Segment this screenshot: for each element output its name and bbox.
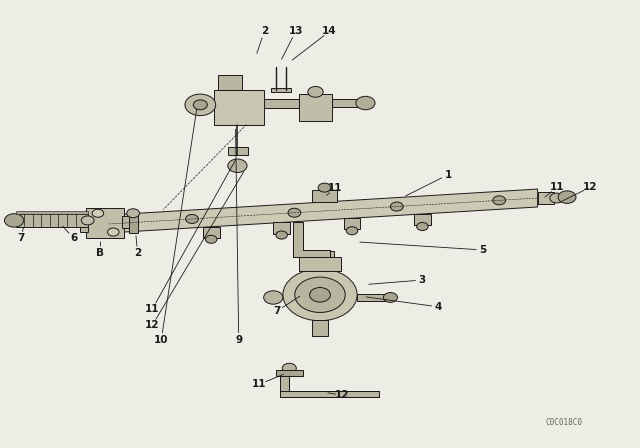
Circle shape [318,183,331,192]
Circle shape [308,86,323,97]
Bar [357,294,387,301]
Bar [80,215,88,232]
Circle shape [205,235,217,243]
Circle shape [310,288,330,302]
Bar [299,257,341,271]
Circle shape [550,193,564,203]
Text: 2: 2 [260,26,268,36]
Bar [203,227,220,238]
Text: 12: 12 [335,390,349,400]
Circle shape [4,214,24,227]
Circle shape [417,223,428,231]
Bar [86,208,124,238]
Circle shape [558,191,576,203]
Circle shape [346,227,358,235]
Circle shape [264,291,283,304]
Bar [332,99,363,107]
Circle shape [81,216,94,225]
Bar [16,214,88,227]
Circle shape [356,96,375,110]
Text: 9: 9 [235,335,243,345]
Bar [218,75,242,90]
Bar [306,251,334,257]
Text: 14: 14 [323,26,337,36]
Circle shape [383,293,397,302]
Bar [264,99,301,108]
Bar [276,370,303,376]
Circle shape [92,209,104,217]
Text: B: B [97,248,104,258]
Text: 7: 7 [273,306,280,316]
Circle shape [186,215,198,224]
Bar [299,94,332,121]
Text: 7: 7 [17,233,24,243]
Bar [538,192,554,204]
Bar [16,211,88,214]
Circle shape [193,100,207,110]
Text: 11: 11 [550,182,564,192]
Text: 5: 5 [479,245,487,255]
Text: 12: 12 [583,182,597,192]
Circle shape [282,363,296,373]
Bar [122,216,129,228]
Text: 2: 2 [134,248,141,258]
Bar [214,90,264,125]
Circle shape [390,202,403,211]
Bar [414,214,431,225]
Circle shape [108,228,119,236]
Bar [273,223,290,234]
Bar [129,215,138,233]
Text: 12: 12 [145,320,159,330]
Text: 13: 13 [289,26,303,36]
Circle shape [276,231,287,239]
Polygon shape [109,189,538,233]
Text: 11: 11 [145,304,159,314]
Text: 4: 4 [435,302,442,312]
Bar [312,320,328,336]
Circle shape [283,269,357,321]
Bar [280,391,379,397]
Text: 10: 10 [154,335,168,345]
Circle shape [295,277,345,312]
Polygon shape [293,222,330,257]
Circle shape [185,94,216,116]
Text: 6: 6 [70,233,77,243]
Text: 11: 11 [252,379,266,389]
Text: 3: 3 [419,275,426,285]
Text: 1: 1 [444,170,452,180]
Bar [228,147,248,155]
Circle shape [493,196,506,205]
Bar [312,190,337,202]
Bar [280,376,289,397]
Text: C0C018C0: C0C018C0 [546,418,583,426]
Bar [271,88,291,92]
Text: 11: 11 [328,183,342,193]
Circle shape [228,159,247,172]
Circle shape [127,209,140,218]
Bar [344,218,360,229]
Circle shape [288,208,301,217]
